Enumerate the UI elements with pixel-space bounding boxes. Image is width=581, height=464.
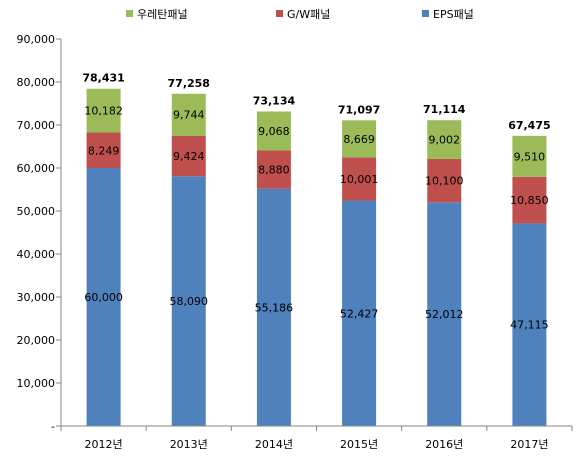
data-label: 9,068 <box>258 125 290 138</box>
data-label: 47,115 <box>510 319 549 332</box>
y-tick-label: 20,000 <box>17 334 56 347</box>
legend-label: EPS패널 <box>433 8 474 21</box>
x-tick-label: 2012년 <box>85 438 123 451</box>
data-label: 60,000 <box>84 291 123 304</box>
data-label: 10,100 <box>425 175 464 188</box>
total-label: 78,431 <box>82 72 124 85</box>
bar-segment <box>342 200 377 426</box>
y-tick-label: 30,000 <box>17 291 56 304</box>
data-label: 9,002 <box>429 134 461 147</box>
data-label: 9,424 <box>173 150 205 163</box>
x-tick-label: 2014년 <box>255 438 293 451</box>
bar-segment <box>342 157 377 201</box>
total-label: 71,097 <box>338 103 380 116</box>
total-label: 71,114 <box>423 103 466 116</box>
y-tick-label: 50,000 <box>17 205 56 218</box>
x-tick-label: 2017년 <box>510 438 548 451</box>
legend-label: G/W패널 <box>287 8 330 21</box>
data-label: 55,186 <box>255 301 294 314</box>
data-label: 10,182 <box>84 105 123 118</box>
y-tick-label: 40,000 <box>17 248 56 261</box>
data-label: 9,510 <box>514 150 546 163</box>
bar-segment <box>342 120 377 158</box>
data-label: 9,744 <box>173 109 205 122</box>
legend-label: 우레탄패널 <box>137 8 188 21</box>
total-label: 73,134 <box>253 95 296 108</box>
bars: 60,000 8,249 10,182 78,431 58,090 9,424 9,744 7… <box>82 72 551 426</box>
bar-segment <box>427 158 462 203</box>
y-tick-label: 70,000 <box>17 119 56 132</box>
data-label: 52,427 <box>340 307 379 320</box>
legend-swatch <box>126 10 133 17</box>
legend-swatch <box>276 10 283 17</box>
legend: 우레탄패널 G/W패널 EPS패널 <box>126 8 474 21</box>
data-label: 8,880 <box>258 164 290 177</box>
y-tick-label: - <box>51 420 55 433</box>
bar-segment <box>171 176 206 426</box>
x-tick-label: 2013년 <box>170 438 208 451</box>
y-tick-label: 90,000 <box>17 33 56 46</box>
y-tick-label: 10,000 <box>17 377 56 390</box>
y-tick-label: 60,000 <box>17 162 56 175</box>
bar-segment <box>86 132 121 168</box>
bar-segment <box>171 93 206 136</box>
data-label: 58,090 <box>170 295 209 308</box>
y-axis: - 10,000 20,000 30,000 40,000 50,000 60,000 70,… <box>17 33 62 433</box>
data-label: 8,249 <box>88 144 120 157</box>
bar-segment <box>256 150 291 189</box>
data-label: 52,012 <box>425 308 464 321</box>
total-label: 67,475 <box>508 119 550 132</box>
total-label: 77,258 <box>168 77 210 90</box>
y-tick-label: 80,000 <box>17 76 56 89</box>
bar-segment <box>171 135 206 177</box>
bar-segment <box>512 176 547 224</box>
bar-segment <box>427 202 462 426</box>
x-tick-label: 2016년 <box>425 438 463 451</box>
bar-segment <box>427 120 462 159</box>
data-label: 8,669 <box>343 133 375 146</box>
bar-segment <box>86 168 121 426</box>
x-tick-label: 2015년 <box>340 438 378 451</box>
x-axis: 2012년 2013년 2014년 2015년 2016년 2017년 <box>60 425 573 451</box>
bar-segment <box>256 111 291 151</box>
bar-segment <box>86 88 121 133</box>
data-label: 10,001 <box>340 173 379 186</box>
bar-segment <box>512 135 547 177</box>
data-label: 10,850 <box>510 194 549 207</box>
legend-swatch <box>422 10 429 17</box>
bar-segment <box>512 223 547 426</box>
bar-segment <box>256 188 291 426</box>
